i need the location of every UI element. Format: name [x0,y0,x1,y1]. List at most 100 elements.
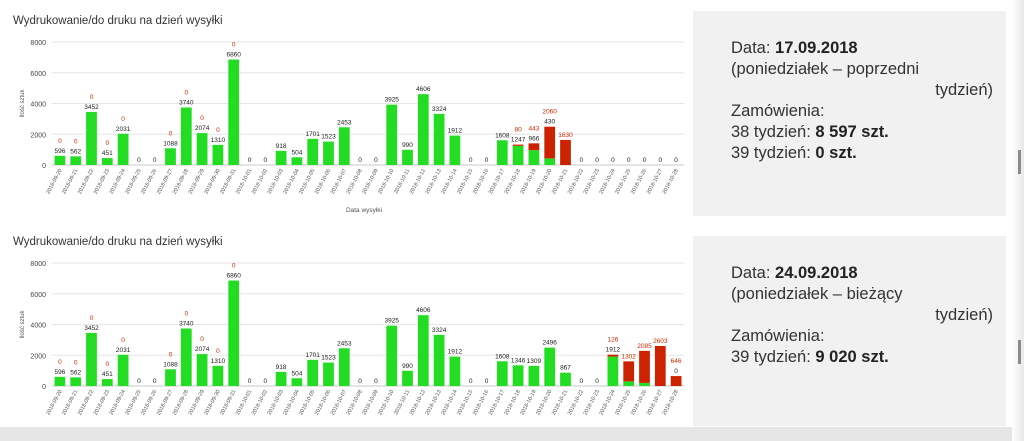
bar-printed [544,158,556,165]
data-label-to-print: 0 [105,140,109,147]
chart-title: Wydrukowanie/do druku na dzień wysyłki [13,15,223,27]
data-label-printed: 1608 [495,353,510,360]
bar-printed [338,127,350,165]
data-label-printed: 918 [276,143,287,150]
data-label-printed: 1912 [448,128,463,135]
y-tick-label: 4000 [30,323,46,330]
bar-printed [70,377,82,386]
data-label-printed: 0 [153,157,157,164]
bar-printed [496,140,508,165]
data-label-printed: 0 [248,378,252,385]
data-label-to-print: 0 [58,138,62,145]
bar-to-print [560,139,571,165]
data-label-printed: 3925 [384,318,399,325]
data-label-printed: 867 [560,365,571,372]
data-label-printed: 4606 [416,307,431,314]
data-label-to-print: 646 [671,358,682,365]
data-label-printed: 0 [248,157,252,164]
data-label-printed: 0 [595,378,599,385]
data-label-printed: 6860 [226,273,241,280]
data-label-printed: 0 [358,378,362,385]
bar-to-print [528,143,540,151]
bar-printed [544,347,556,386]
info-box-current-week: Data: 24.09.2018 (poniedziałek – bieżący… [693,236,1006,426]
y-tick-label: 2000 [30,132,46,139]
data-label-printed: 3740 [179,99,194,106]
week-label: 39 tydzień: [731,348,816,366]
data-label-printed: 2031 [116,126,131,133]
bar-printed [433,113,445,165]
data-label-printed: 596 [54,369,65,376]
y-tick-label: 8000 [30,40,46,47]
bar-to-print [607,354,619,357]
bar-printed [70,156,82,165]
bar-printed [212,365,224,386]
data-label-to-print: 0 [169,351,173,358]
y-tick-label: 0 [42,384,46,391]
data-label-to-print: 0 [216,348,220,355]
data-label-printed: 1346 [511,357,526,364]
bar-printed [528,365,540,386]
weekday-line-continued: tydzień) [935,81,993,99]
data-label-printed: 2031 [116,347,131,354]
data-label-printed: 1310 [211,358,226,365]
data-label-printed: 1088 [163,361,178,368]
week-value: 9 020 szt. [815,348,889,366]
data-label-printed: 430 [544,119,555,126]
bar-to-print [670,376,682,386]
data-label-printed: 451 [102,150,113,157]
bar-printed [433,334,445,386]
data-label-printed: 3740 [179,320,194,327]
data-label-to-print: 0 [121,337,125,344]
data-label-printed: 0 [643,157,647,164]
bar-printed [623,381,635,386]
data-label-printed: 6860 [226,52,241,59]
data-label-printed: 451 [102,371,113,378]
y-tick-label: 6000 [30,71,46,78]
data-label-printed: 0 [469,157,473,164]
data-label-printed: 2074 [195,346,210,353]
data-label-to-print: 0 [184,89,188,96]
data-label-printed: 4606 [416,86,431,93]
data-label-to-print: 0 [184,310,188,317]
data-label-printed: 3324 [432,327,447,334]
data-label-to-print: 0 [121,116,125,123]
bar-to-print [639,350,650,383]
data-label-printed: 0 [469,378,473,385]
data-label-printed: 0 [153,378,157,385]
data-label-printed: 0 [595,157,599,164]
bar-printed [228,59,240,166]
data-label-printed: 562 [70,369,81,376]
bar-printed [275,371,287,386]
bar-printed [180,328,192,386]
chart-panel-previous-week: Wydrukowanie/do druku na dzień wysyłki 0 2… [0,0,690,220]
date-line: Data: 17.09.2018 [731,38,993,59]
x-tick-label: 2018-10-28 [662,168,680,195]
data-label-printed: 990 [402,142,413,149]
data-label-to-print: 443 [528,125,539,132]
weekday-line: (poniedziałek – bieżący [731,285,903,303]
date-value: 24.09.2018 [775,264,858,282]
week-label: 38 tydzień: [731,123,816,141]
bar-printed [449,135,461,165]
data-label-to-print: 0 [232,263,236,270]
bar-printed [402,370,413,386]
orders-label: Zamówienia: [731,102,825,120]
data-label-to-print: 0 [74,359,78,366]
data-label-to-print: 1630 [558,132,573,139]
bar-to-print [544,126,556,159]
data-label-to-print: 0 [216,127,220,134]
data-label-printed: 1912 [606,347,621,354]
date-label: Data: [731,264,776,282]
right-edge-shade [1012,0,1024,441]
bar-printed [196,133,208,165]
bar-printed [165,148,176,165]
y-tick-label: 8000 [30,261,46,268]
data-label-to-print: 0 [200,336,204,343]
bar-printed [307,359,319,386]
weekday-line-continued: tydzień) [935,306,993,324]
y-tick-label: 4000 [30,102,46,109]
bar-printed [639,382,650,386]
data-label-to-print: 0 [90,315,94,322]
bar-printed [101,158,113,165]
